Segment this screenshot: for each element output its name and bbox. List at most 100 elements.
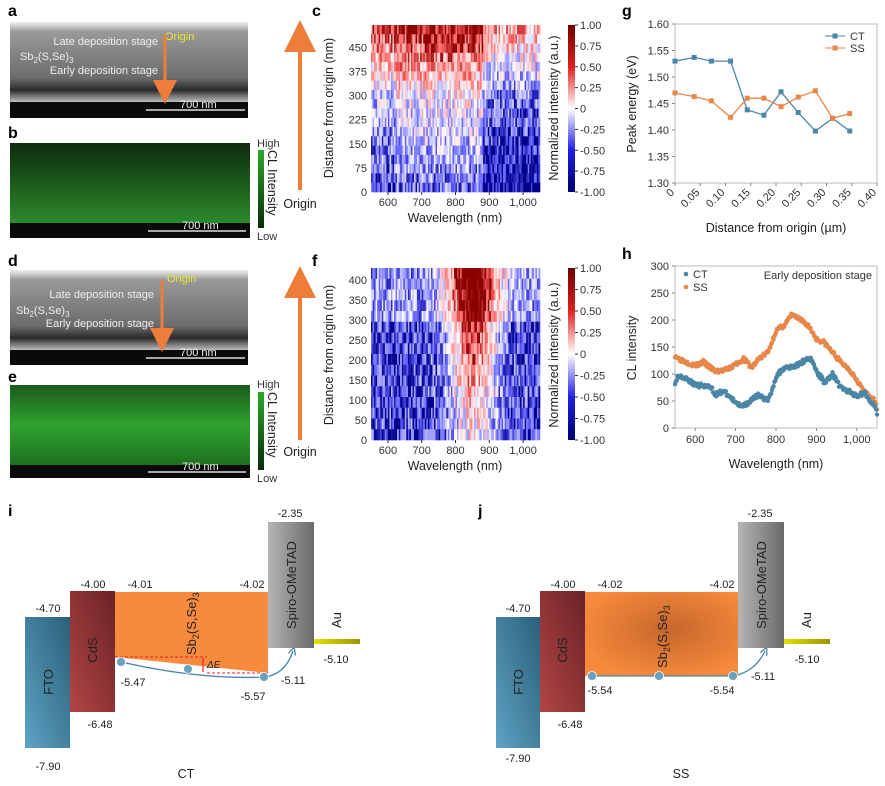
heatmap-cell xyxy=(460,407,462,419)
heatmap-cell xyxy=(473,386,476,398)
heatmap-cell xyxy=(500,386,502,398)
heatmap-cell xyxy=(530,289,533,301)
heatmap-cell xyxy=(470,43,473,54)
heatmap-cell xyxy=(409,354,412,366)
heatmap-cell xyxy=(463,80,466,91)
heatmap-cell xyxy=(380,99,383,109)
heatmap-cell xyxy=(527,311,530,323)
heatmap-cell xyxy=(430,52,433,63)
heatmap-cell xyxy=(384,364,387,376)
heatmap-cell xyxy=(444,173,447,184)
heatmap-cell xyxy=(380,278,383,290)
heatmap-cell xyxy=(407,397,410,409)
heatmap-cell xyxy=(404,364,407,376)
heatmap-cell xyxy=(463,173,466,184)
heatmap-cell xyxy=(377,71,379,81)
heatmap-cell xyxy=(477,117,479,128)
heatmap-cell xyxy=(403,145,406,156)
heatmap-cell xyxy=(453,321,456,333)
heatmap-cell xyxy=(427,364,430,376)
heatmap-cell xyxy=(371,34,373,44)
heatmap-cell xyxy=(530,429,533,441)
heatmap-cell xyxy=(507,71,510,81)
heatmap-cell xyxy=(489,268,492,280)
series-ct-point xyxy=(710,385,715,390)
heatmap-cell xyxy=(470,117,473,128)
heatmap-cell xyxy=(450,154,453,165)
heatmap-cell xyxy=(447,289,450,301)
heatmap-cell xyxy=(432,300,435,312)
heatmap-cell xyxy=(510,34,513,44)
heatmap-cell xyxy=(489,364,492,376)
heatmap-cell xyxy=(510,71,513,81)
x-tick-label: 600 xyxy=(379,197,397,209)
heatmap-cell xyxy=(429,173,432,184)
heatmap-cell xyxy=(521,154,524,165)
heatmap-cell xyxy=(506,300,509,312)
heatmap-cell xyxy=(444,108,447,119)
heatmap-cell xyxy=(523,99,525,109)
heatmap-cell xyxy=(503,136,505,146)
heatmap-cell xyxy=(429,145,432,156)
heatmap-cell xyxy=(536,127,539,137)
heatmap-cell xyxy=(426,300,429,312)
heatmap-cell xyxy=(384,332,387,344)
heatmap-cell xyxy=(532,80,535,91)
heatmap-cell xyxy=(469,117,472,128)
heatmap-cell xyxy=(484,173,487,184)
heatmap-cell xyxy=(406,43,409,54)
heatmap-cell xyxy=(533,80,536,91)
heatmap-cell xyxy=(460,429,462,441)
heatmap-cell xyxy=(507,145,510,156)
heatmap-cell xyxy=(480,154,482,165)
heatmap-cell xyxy=(529,364,532,376)
heatmap-cell xyxy=(395,89,398,100)
heatmap-cell xyxy=(401,354,404,366)
heatmap-cell xyxy=(515,300,518,312)
heatmap-cell xyxy=(467,418,470,430)
heatmap-cell xyxy=(504,71,507,81)
heatmap-cell xyxy=(477,34,479,44)
heatmap-cell xyxy=(452,52,455,63)
heatmap-cell xyxy=(446,311,449,323)
heatmap-cell xyxy=(490,164,493,174)
heatmap-cell xyxy=(507,386,510,398)
heatmap-cell xyxy=(449,80,452,91)
heatmap-cell xyxy=(420,52,422,63)
heatmap-cell xyxy=(463,375,466,387)
heatmap-cell xyxy=(535,386,538,398)
heatmap-cell xyxy=(447,375,450,387)
heatmap-cell xyxy=(429,182,432,193)
heatmap-cell xyxy=(387,80,390,91)
heatmap-cell xyxy=(507,289,510,301)
heatmap-cell xyxy=(464,182,467,193)
heatmap-cell xyxy=(467,289,470,301)
heatmap-cell xyxy=(477,375,479,387)
panel-label: e xyxy=(8,369,17,386)
heatmap-cell xyxy=(384,80,387,91)
heatmap-cell xyxy=(394,34,396,44)
heatmap-cell xyxy=(493,311,496,323)
heatmap-cell xyxy=(390,80,393,91)
y-tick-label: 250 xyxy=(349,335,367,347)
heatmap-cell xyxy=(516,71,519,81)
heatmap-cell xyxy=(489,375,492,387)
heatmap-cell xyxy=(463,43,466,54)
heatmap-cell xyxy=(397,386,399,398)
heatmap-cell xyxy=(484,52,487,63)
heatmap-cell xyxy=(521,136,524,146)
heatmap-cell xyxy=(455,407,458,419)
colorbar-tick-label: -0.75 xyxy=(580,166,605,178)
x-tick-label: 900 xyxy=(480,197,498,209)
heatmap-cell xyxy=(523,311,525,323)
heatmap-cell xyxy=(532,354,535,366)
heatmap-cell xyxy=(389,154,392,165)
heatmap-cell xyxy=(486,71,489,81)
heatmap-cell xyxy=(536,52,539,63)
heatmap-cell xyxy=(523,173,525,184)
heatmap-cell xyxy=(410,89,413,100)
heatmap-cell xyxy=(487,311,490,323)
heatmap-cell xyxy=(437,268,439,280)
heatmap-cell xyxy=(415,173,418,184)
heatmap-cell xyxy=(455,43,458,54)
